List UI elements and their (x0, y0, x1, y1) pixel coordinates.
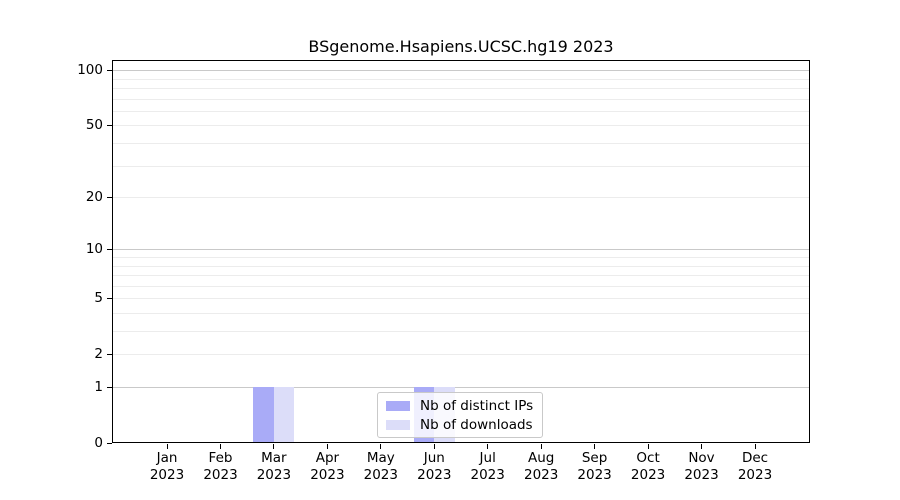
y-tick (107, 124, 112, 126)
y-gridline-minor (113, 165, 809, 167)
x-tick-label-line: Feb (208, 450, 233, 466)
x-tick (647, 444, 649, 449)
x-tick (487, 444, 489, 449)
x-tick-label-line: Nov (688, 450, 715, 466)
y-gridline-minor (113, 265, 809, 267)
x-tick-label-line: 2023 (577, 466, 612, 483)
x-tick (433, 444, 435, 449)
x-tick-label: Mar 2023 (242, 450, 306, 483)
x-tick-label-line: 2023 (470, 466, 505, 483)
x-tick-label: Jan 2023 (135, 450, 199, 483)
y-tick-label: 10 (85, 241, 103, 258)
y-gridline-major (113, 387, 809, 388)
x-tick-label-line: Mar (261, 450, 287, 466)
y-gridline-minor (113, 313, 809, 314)
x-tick-label-line: Jan (156, 450, 178, 466)
legend: Nb of distinct IPs Nb of downloads (377, 392, 544, 438)
y-gridline-minor (113, 143, 809, 144)
y-tick (107, 297, 112, 299)
y-gridline-minor (113, 275, 809, 276)
y-tick (107, 248, 112, 250)
legend-label-downloads: Nb of downloads (420, 416, 533, 433)
plot-frame (112, 60, 810, 443)
legend-item-distinct-ips: Nb of distinct IPs (386, 396, 533, 415)
y-gridline-minor (113, 354, 809, 356)
chart-title: BSgenome.Hsapiens.UCSC.hg19 2023 (308, 37, 614, 56)
x-tick (326, 444, 328, 449)
y-tick (107, 442, 112, 444)
x-tick-label: Feb 2023 (189, 450, 253, 483)
y-gridline-minor (113, 78, 809, 80)
y-tick-label: 2 (94, 346, 103, 363)
y-gridline-minor (113, 298, 809, 300)
y-gridline-major (113, 249, 809, 251)
y-gridline-minor (113, 331, 809, 332)
y-tick (107, 196, 112, 198)
x-tick (701, 444, 702, 449)
x-tick (540, 444, 542, 449)
y-gridline-minor (113, 125, 809, 127)
x-tick-label-line: Jul (479, 450, 496, 466)
bar-distinct-ips (253, 387, 274, 442)
legend-item-downloads: Nb of downloads (386, 415, 533, 434)
x-tick-label-line: 2023 (256, 466, 292, 483)
x-tick-label-line: Jun (423, 450, 445, 466)
x-tick-label-line: Aug (528, 450, 555, 466)
y-tick (107, 69, 112, 71)
x-tick-label-line: Dec (741, 450, 769, 466)
x-tick-label: Dec 2023 (723, 450, 787, 483)
y-gridline-minor (113, 110, 809, 112)
legend-label-distinct-ips: Nb of distinct IPs (420, 397, 534, 414)
x-tick-label-line: Apr (315, 450, 340, 466)
y-gridline-minor (113, 197, 809, 199)
y-tick-label: 0 (94, 435, 103, 451)
x-tick-label-line: 2023 (417, 466, 452, 483)
x-tick (273, 444, 275, 449)
x-tick-label-line: 2023 (737, 466, 773, 483)
x-tick-label: Apr 2023 (295, 450, 359, 483)
x-tick-label: Jul 2023 (456, 450, 520, 483)
x-tick-label: Aug 2023 (509, 450, 573, 483)
y-gridline-minor (113, 285, 809, 287)
legend-swatch-distinct-ips (386, 400, 410, 411)
x-tick-label-line: May (366, 450, 395, 466)
x-tick-label-line: 2023 (310, 466, 345, 483)
x-tick-label-line: 2023 (684, 466, 719, 483)
x-tick (380, 444, 382, 449)
y-gridline-major (113, 70, 809, 72)
x-tick-label: Sep 2023 (563, 450, 627, 483)
y-gridline-minor (113, 257, 809, 258)
x-tick-label-line: Sep (581, 450, 608, 466)
x-tick (754, 444, 756, 449)
x-tick-label-line: 2023 (149, 466, 185, 483)
x-tick-label-line: 2023 (524, 466, 559, 483)
x-tick (166, 444, 168, 449)
y-tick-label: 5 (94, 290, 103, 307)
y-tick-label: 50 (85, 117, 103, 134)
y-tick (107, 353, 112, 355)
x-tick-label-line: 2023 (363, 466, 398, 483)
y-gridline-minor (113, 98, 809, 100)
x-tick (220, 444, 221, 449)
y-tick (107, 386, 112, 388)
x-tick-label: May 2023 (349, 450, 413, 483)
legend-swatch-downloads (386, 419, 410, 430)
x-tick (594, 444, 596, 449)
y-tick-label: 100 (77, 62, 103, 79)
x-tick-label-line: 2023 (630, 466, 666, 483)
x-tick-label: Jun 2023 (402, 450, 466, 483)
x-tick-label: Oct 2023 (616, 450, 680, 483)
x-tick-label-line: 2023 (203, 466, 238, 483)
bar-downloads (273, 387, 295, 442)
y-tick-label: 20 (85, 189, 103, 206)
y-tick-label: 1 (94, 379, 103, 395)
y-gridline-minor (113, 88, 809, 89)
x-tick-label: Nov 2023 (670, 450, 734, 483)
x-tick-label-line: Oct (636, 450, 660, 466)
